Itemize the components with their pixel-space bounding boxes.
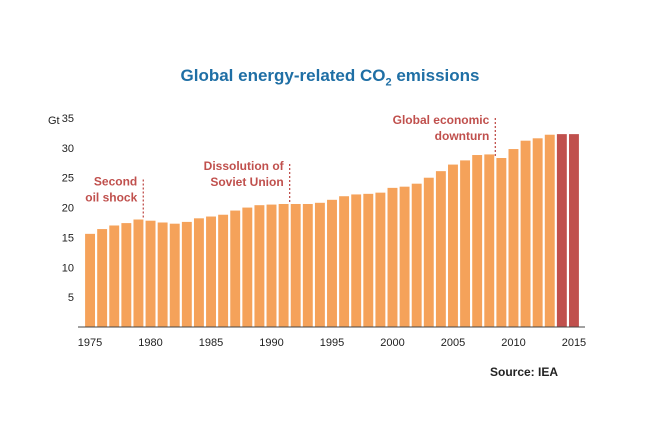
annotation-label: Second [94, 175, 137, 189]
bar-2008 [484, 154, 495, 327]
x-tick-label: 2000 [380, 337, 404, 349]
bar-1990 [266, 204, 277, 327]
bar-1995 [327, 199, 337, 327]
y-tick-label: 15 [62, 232, 74, 244]
x-tick-label: 2015 [562, 337, 586, 349]
bar-1998 [363, 193, 374, 327]
annotation-label: oil shock [85, 191, 137, 205]
bar-2001 [399, 186, 410, 327]
annotation-label: Dissolution of [204, 159, 285, 173]
bar-1981 [157, 222, 168, 327]
bar-2003 [423, 177, 434, 327]
bar-1978 [121, 223, 132, 327]
bar-2015 [568, 134, 579, 327]
bar-2012 [532, 138, 543, 327]
annotation-label: Global economic [393, 113, 490, 127]
bar-1976 [97, 229, 108, 327]
bar-1986 [218, 214, 229, 327]
x-tick-label: 1985 [199, 337, 223, 349]
annotation-label: Soviet Union [210, 175, 283, 189]
bar-1983 [181, 221, 192, 327]
bar-1982 [169, 223, 180, 327]
bar-1993 [302, 203, 313, 327]
bar-2009 [496, 158, 507, 327]
bar-1980 [145, 220, 156, 327]
y-tick-label: 35 [62, 113, 74, 125]
bar-2002 [411, 183, 422, 327]
chart-title: Global energy-related CO2 emissions [180, 66, 480, 89]
y-tick-label: 5 [68, 292, 74, 304]
y-tick-label: 30 [62, 143, 74, 155]
bar-2005 [448, 164, 458, 327]
bar-1979 [133, 219, 144, 327]
x-tick-label: 2005 [441, 337, 465, 349]
bar-1999 [375, 192, 386, 327]
bar-1988 [242, 207, 253, 327]
x-tick-label: 1995 [320, 337, 344, 349]
bar-2014 [556, 134, 567, 327]
x-tick-label: 1990 [259, 337, 283, 349]
x-tick-label: 2010 [501, 337, 525, 349]
y-tick-label: 10 [62, 262, 74, 274]
bar-2004 [435, 171, 446, 327]
x-tick-label: 1980 [138, 337, 162, 349]
bar-1985 [206, 216, 216, 327]
bar-1984 [193, 218, 204, 327]
bar-2006 [460, 160, 471, 327]
bar-1996 [339, 196, 350, 327]
bar-1975 [85, 233, 96, 327]
bar-2013 [544, 134, 555, 327]
annotation-label: downturn [435, 129, 490, 143]
y-tick-label: 20 [62, 203, 74, 215]
bar-1991 [278, 203, 289, 327]
y-tick-label: 25 [62, 173, 74, 185]
bar-2011 [520, 140, 531, 327]
source-note: Source: IEA [490, 365, 559, 379]
y-axis-unit-label: Gt [48, 115, 60, 127]
bar-1989 [254, 205, 265, 327]
bar-1994 [314, 202, 325, 327]
bar-2007 [472, 155, 483, 327]
bar-1987 [230, 210, 241, 327]
x-tick-label: 1975 [78, 337, 102, 349]
bar-1977 [109, 225, 120, 327]
bar-1992 [290, 203, 301, 327]
bar-1997 [351, 194, 362, 327]
bar-2000 [387, 187, 398, 327]
bar-2010 [508, 149, 519, 327]
